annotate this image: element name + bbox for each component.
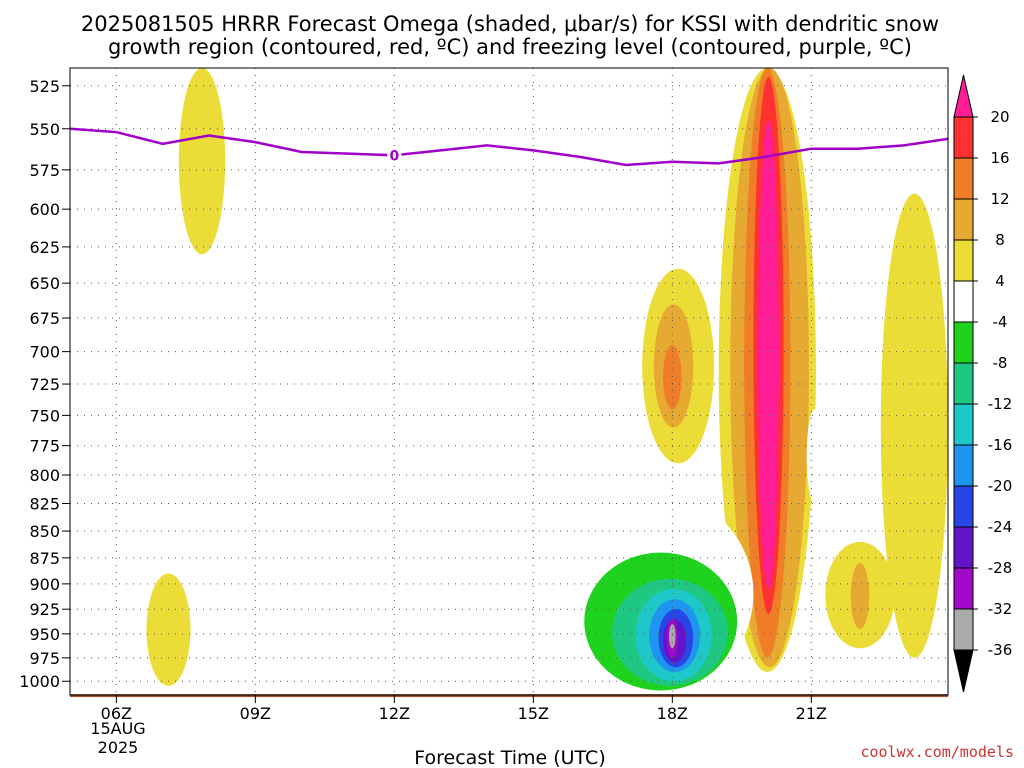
colorbar-band-3 [953,198,974,241]
y-tick-label-650: 650 [29,274,60,293]
omega-region-21 [669,624,676,649]
colorbar-band-5 [953,280,974,323]
omega-region-2 [850,563,870,629]
y-tick-label-775: 775 [29,437,60,456]
y-tick-label-600: 600 [29,200,60,219]
colorbar-band-13 [953,608,974,651]
omega-region-12 [146,573,191,686]
colorbar-label-2: 12 [990,190,1009,208]
x-tick-label-12Z: 12Z [379,704,410,723]
colorbar-label-6: -8 [993,354,1008,372]
y-tick-label-875: 875 [29,549,60,568]
colorbar-label-13: -36 [988,641,1013,659]
freezing-level-label: 0 [389,148,399,164]
y-tick-label-975: 975 [29,649,60,668]
y-tick-label-925: 925 [29,600,60,619]
date-day-label: 15AUG [90,719,145,738]
chart-title-line-2: growth region (contoured, red, ºC) and f… [108,35,912,59]
date-year-label: 2025 [98,738,139,757]
colorbar-band-4 [953,239,974,282]
ground-surface [70,694,948,698]
pressure-axis: 525 550 575 600 625 650 675 700 725 750 775 800 825 8… [19,77,70,691]
freezing-level-contour: 0 [70,127,948,167]
colorbar-band-8 [953,403,974,446]
omega-region-0 [880,193,948,658]
omega-region-10 [663,344,682,410]
x-tick-label-06Z: 06Z [101,704,132,723]
x-tick-label-09Z: 09Z [240,704,271,723]
x-tick-label-18Z: 18Z [657,704,688,723]
colorbar-label-1: 16 [990,149,1009,167]
colorbar-label-12: -32 [988,600,1013,618]
y-tick-label-575: 575 [29,161,60,180]
omega-region-7 [758,120,779,590]
omega-region-23 [113,68,119,81]
x-tick-label-21Z: 21Z [796,704,827,723]
y-tick-label-900: 900 [29,575,60,594]
colorbar-label-3: 8 [995,231,1005,249]
chart-title-line-1: 2025081505 HRRR Forecast Omega (shaded, … [81,12,939,36]
y-tick-label-525: 525 [29,77,60,96]
colorbar-band-10 [953,485,974,528]
colorbar-band-11 [953,526,974,569]
freezing-level-label-bg [387,148,402,162]
colorbar: 20 16 12 8 4 -4 -8 -12 -16 -20 -24 -28 -32 -36 [953,74,1013,693]
colorbar-band-1 [953,116,974,159]
y-tick-label-825: 825 [29,494,60,513]
colorbar-label-9: -20 [988,477,1013,495]
colorbar-label-10: -24 [988,518,1013,536]
colorbar-label-7: -12 [988,395,1013,413]
colorbar-band-2 [953,157,974,200]
y-tick-label-950: 950 [29,625,60,644]
colorbar-top-arrow [953,74,974,118]
colorbar-label-4: 4 [995,272,1005,290]
omega-region-22 [806,409,823,504]
y-tick-label-675: 675 [29,309,60,328]
y-tick-label-700: 700 [29,343,60,362]
plot-frame [69,67,949,696]
y-tick-label-550: 550 [29,120,60,139]
x-tick-label-15Z: 15Z [518,704,549,723]
y-tick-label-725: 725 [29,375,60,394]
colorbar-label-11: -28 [988,559,1013,577]
colorbar-band-9 [953,444,974,487]
colorbar-band-6 [953,321,974,364]
y-tick-label-750: 750 [29,406,60,425]
x-axis-title: Forecast Time (UTC) [414,747,605,768]
source-credit: coolwx.com/models [860,743,1014,761]
colorbar-label-0: 20 [990,108,1009,126]
omega-shading [113,68,948,695]
colorbar-band-12 [953,567,974,610]
y-tick-label-1000: 1000 [19,672,60,691]
y-tick-label-850: 850 [29,522,60,541]
colorbar-band-7 [953,362,974,405]
y-tick-label-625: 625 [29,238,60,257]
colorbar-label-8: -16 [988,436,1013,454]
colorbar-bottom-arrow [953,649,974,693]
colorbar-label-5: -4 [993,313,1008,331]
time-axis: 06Z 09Z 12Z 15Z 18Z 21Z [101,695,827,723]
y-tick-label-800: 800 [29,466,60,485]
omega-region-11 [178,68,226,255]
freezing-level-line [70,127,948,167]
